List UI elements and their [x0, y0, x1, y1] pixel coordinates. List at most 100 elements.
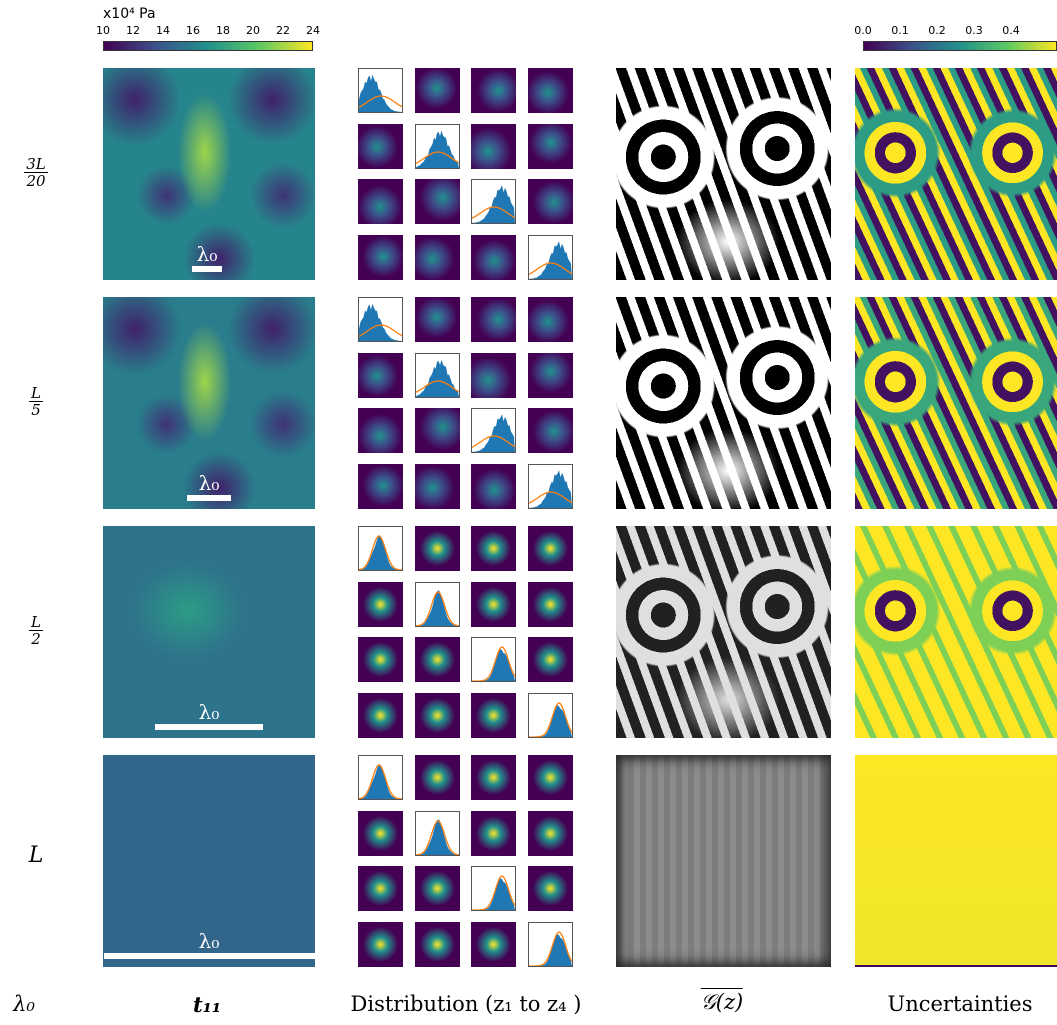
- scatter-density-z2-z1: [358, 352, 403, 398]
- uncertainty-panel: [855, 68, 1057, 280]
- uncertainty-tick: 0.3: [965, 24, 983, 37]
- t11-tick: 22: [276, 24, 290, 37]
- histogram-z1: [358, 297, 403, 342]
- histogram-plot: [528, 930, 573, 967]
- fraction-numerator: 3L: [24, 155, 48, 173]
- histogram-z4: [527, 234, 573, 280]
- scatter-density-z2-z4: [527, 352, 573, 398]
- scatter-density-z1-z3: [471, 68, 516, 113]
- scatter-density-z3-z2: [414, 408, 460, 453]
- gaussian-curve: [415, 590, 459, 627]
- scatter-density-z4-z1: [358, 692, 403, 738]
- scatter-density-z1-z4: [527, 755, 573, 800]
- histogram-plot: [358, 303, 403, 341]
- t11-tick: 16: [186, 24, 200, 37]
- fraction-numerator: L: [29, 613, 43, 631]
- scale-bar: [155, 724, 263, 730]
- uncertainty-colorbar: [863, 41, 1057, 51]
- mean-g-panel: [616, 755, 831, 967]
- gaussian-curve: [358, 324, 403, 337]
- uncertainty-tick: 0.2: [928, 24, 946, 37]
- uncertainty-tick: 0.0: [854, 24, 872, 37]
- gaussian-curve: [528, 261, 572, 275]
- scatter-density-z2-z4: [527, 810, 573, 856]
- mean-g-panel: [616, 526, 831, 738]
- scatter-density-z3-z4: [527, 866, 573, 911]
- histogram-z1: [358, 68, 403, 113]
- histogram-bars: [359, 535, 402, 570]
- scatter-density-z1-z4: [527, 68, 573, 113]
- gaussian-curve: [472, 646, 516, 682]
- t11-field-panel: λ₀: [103, 297, 315, 509]
- scatter-density-z4-z2: [414, 234, 460, 280]
- histogram-z2: [414, 810, 460, 856]
- histogram-plot: [528, 240, 572, 279]
- histogram-z4: [527, 463, 573, 509]
- histogram-bars: [528, 240, 572, 279]
- gaussian-curve: [528, 701, 573, 738]
- fraction-denominator: 2: [31, 630, 41, 648]
- histogram-plot: [472, 646, 516, 682]
- gaussian-curve: [415, 819, 459, 856]
- histogram-bars: [415, 818, 459, 855]
- scatter-density-z4-z2: [414, 463, 460, 509]
- t11-colorbar: [103, 41, 313, 51]
- scatter-density-z4-z1: [358, 463, 403, 509]
- distribution-grid: [358, 755, 573, 967]
- gaussian-curve: [471, 435, 516, 448]
- fraction-denominator: 5: [31, 401, 41, 419]
- column-label-mean-g: 𝒢(z): [700, 988, 744, 1014]
- scatter-density-z1-z2: [414, 526, 460, 571]
- histogram-bars: [472, 878, 515, 910]
- distribution-grid: [358, 526, 573, 738]
- scale-bar: [187, 495, 231, 501]
- mean-g-panel: [616, 297, 831, 509]
- histogram-bars: [415, 359, 459, 397]
- t11-colorbar-unit: x10⁴ Pa: [103, 6, 156, 22]
- t11-colorbar-ticks: 10 12 14 16 18 20 22 24: [96, 24, 320, 40]
- t11-tick: 10: [96, 24, 110, 37]
- histogram-plot: [415, 589, 459, 627]
- row-label: L: [16, 843, 56, 868]
- t11-tick: 12: [126, 24, 140, 37]
- scale-bar-label: λ₀: [198, 471, 220, 495]
- histogram-z3: [471, 179, 516, 224]
- t11-tick: 20: [246, 24, 260, 37]
- scatter-density-z3-z4: [527, 408, 573, 453]
- scatter-density-z4-z3: [471, 921, 516, 967]
- scatter-density-z3-z2: [414, 866, 460, 911]
- histogram-plot: [415, 130, 459, 168]
- t11-field-panel: λ₀: [103, 526, 315, 738]
- scatter-density-z4-z2: [414, 692, 460, 738]
- histogram-bars: [528, 933, 572, 966]
- t11-tick: 18: [216, 24, 230, 37]
- histogram-plot: [358, 764, 402, 800]
- uncertainty-colorbar-ticks: 0.0 0.1 0.2 0.3 0.4: [854, 24, 1057, 40]
- distribution-grid: [358, 297, 573, 509]
- histogram-bars: [472, 649, 515, 681]
- histogram-bars: [359, 764, 402, 799]
- row-label-fraction: 3L 20: [16, 156, 56, 189]
- scatter-density-z2-z4: [527, 581, 573, 627]
- t11-field-panel: λ₀: [103, 755, 315, 967]
- uncertainty-panel: [855, 755, 1057, 967]
- histogram-plot: [415, 359, 459, 397]
- scale-bar-label: λ₀: [198, 700, 220, 724]
- fraction-numerator: L: [29, 384, 43, 402]
- t11-field-panel: λ₀: [103, 68, 315, 280]
- scatter-density-z4-z3: [471, 234, 516, 280]
- histogram-bars: [528, 469, 572, 508]
- scatter-density-z3-z4: [527, 179, 573, 224]
- gaussian-curve: [358, 764, 402, 800]
- fraction-denominator: 20: [26, 172, 46, 190]
- histogram-z2: [414, 123, 460, 169]
- scatter-density-z1-z4: [527, 526, 573, 571]
- column-label-uncertainties: Uncertainties: [887, 992, 1033, 1016]
- t11-tick: 14: [156, 24, 170, 37]
- scatter-density-z4-z3: [471, 692, 516, 738]
- scatter-density-z2-z3: [471, 123, 516, 169]
- histogram-z4: [527, 692, 573, 738]
